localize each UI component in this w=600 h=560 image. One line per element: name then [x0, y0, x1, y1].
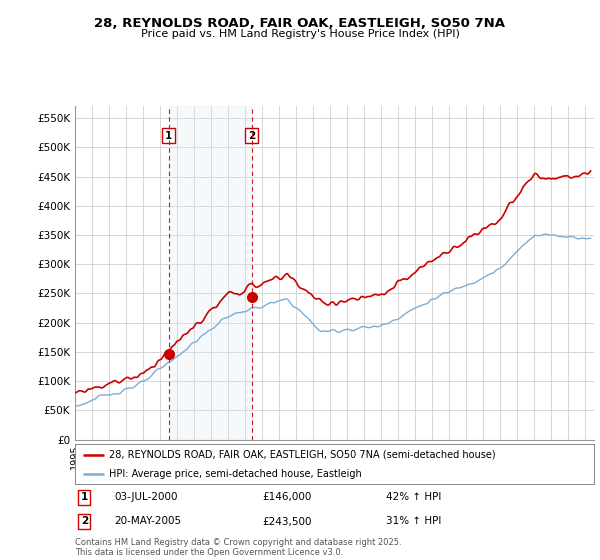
Text: 03-JUL-2000: 03-JUL-2000 [114, 492, 178, 502]
Text: 28, REYNOLDS ROAD, FAIR OAK, EASTLEIGH, SO50 7NA: 28, REYNOLDS ROAD, FAIR OAK, EASTLEIGH, … [95, 17, 505, 30]
Text: Contains HM Land Registry data © Crown copyright and database right 2025.
This d: Contains HM Land Registry data © Crown c… [75, 538, 401, 557]
Text: 2: 2 [81, 516, 88, 526]
Text: 20-MAY-2005: 20-MAY-2005 [114, 516, 181, 526]
Text: 42% ↑ HPI: 42% ↑ HPI [386, 492, 442, 502]
Text: 1: 1 [81, 492, 88, 502]
Text: £243,500: £243,500 [262, 516, 311, 526]
Text: £146,000: £146,000 [262, 492, 311, 502]
Text: 31% ↑ HPI: 31% ↑ HPI [386, 516, 442, 526]
Text: 1: 1 [165, 130, 172, 141]
Text: Price paid vs. HM Land Registry's House Price Index (HPI): Price paid vs. HM Land Registry's House … [140, 29, 460, 39]
Bar [169, 106, 251, 440]
Text: HPI: Average price, semi-detached house, Eastleigh: HPI: Average price, semi-detached house,… [109, 469, 361, 478]
Text: 28, REYNOLDS ROAD, FAIR OAK, EASTLEIGH, SO50 7NA (semi-detached house): 28, REYNOLDS ROAD, FAIR OAK, EASTLEIGH, … [109, 450, 496, 460]
Text: 2: 2 [248, 130, 255, 141]
